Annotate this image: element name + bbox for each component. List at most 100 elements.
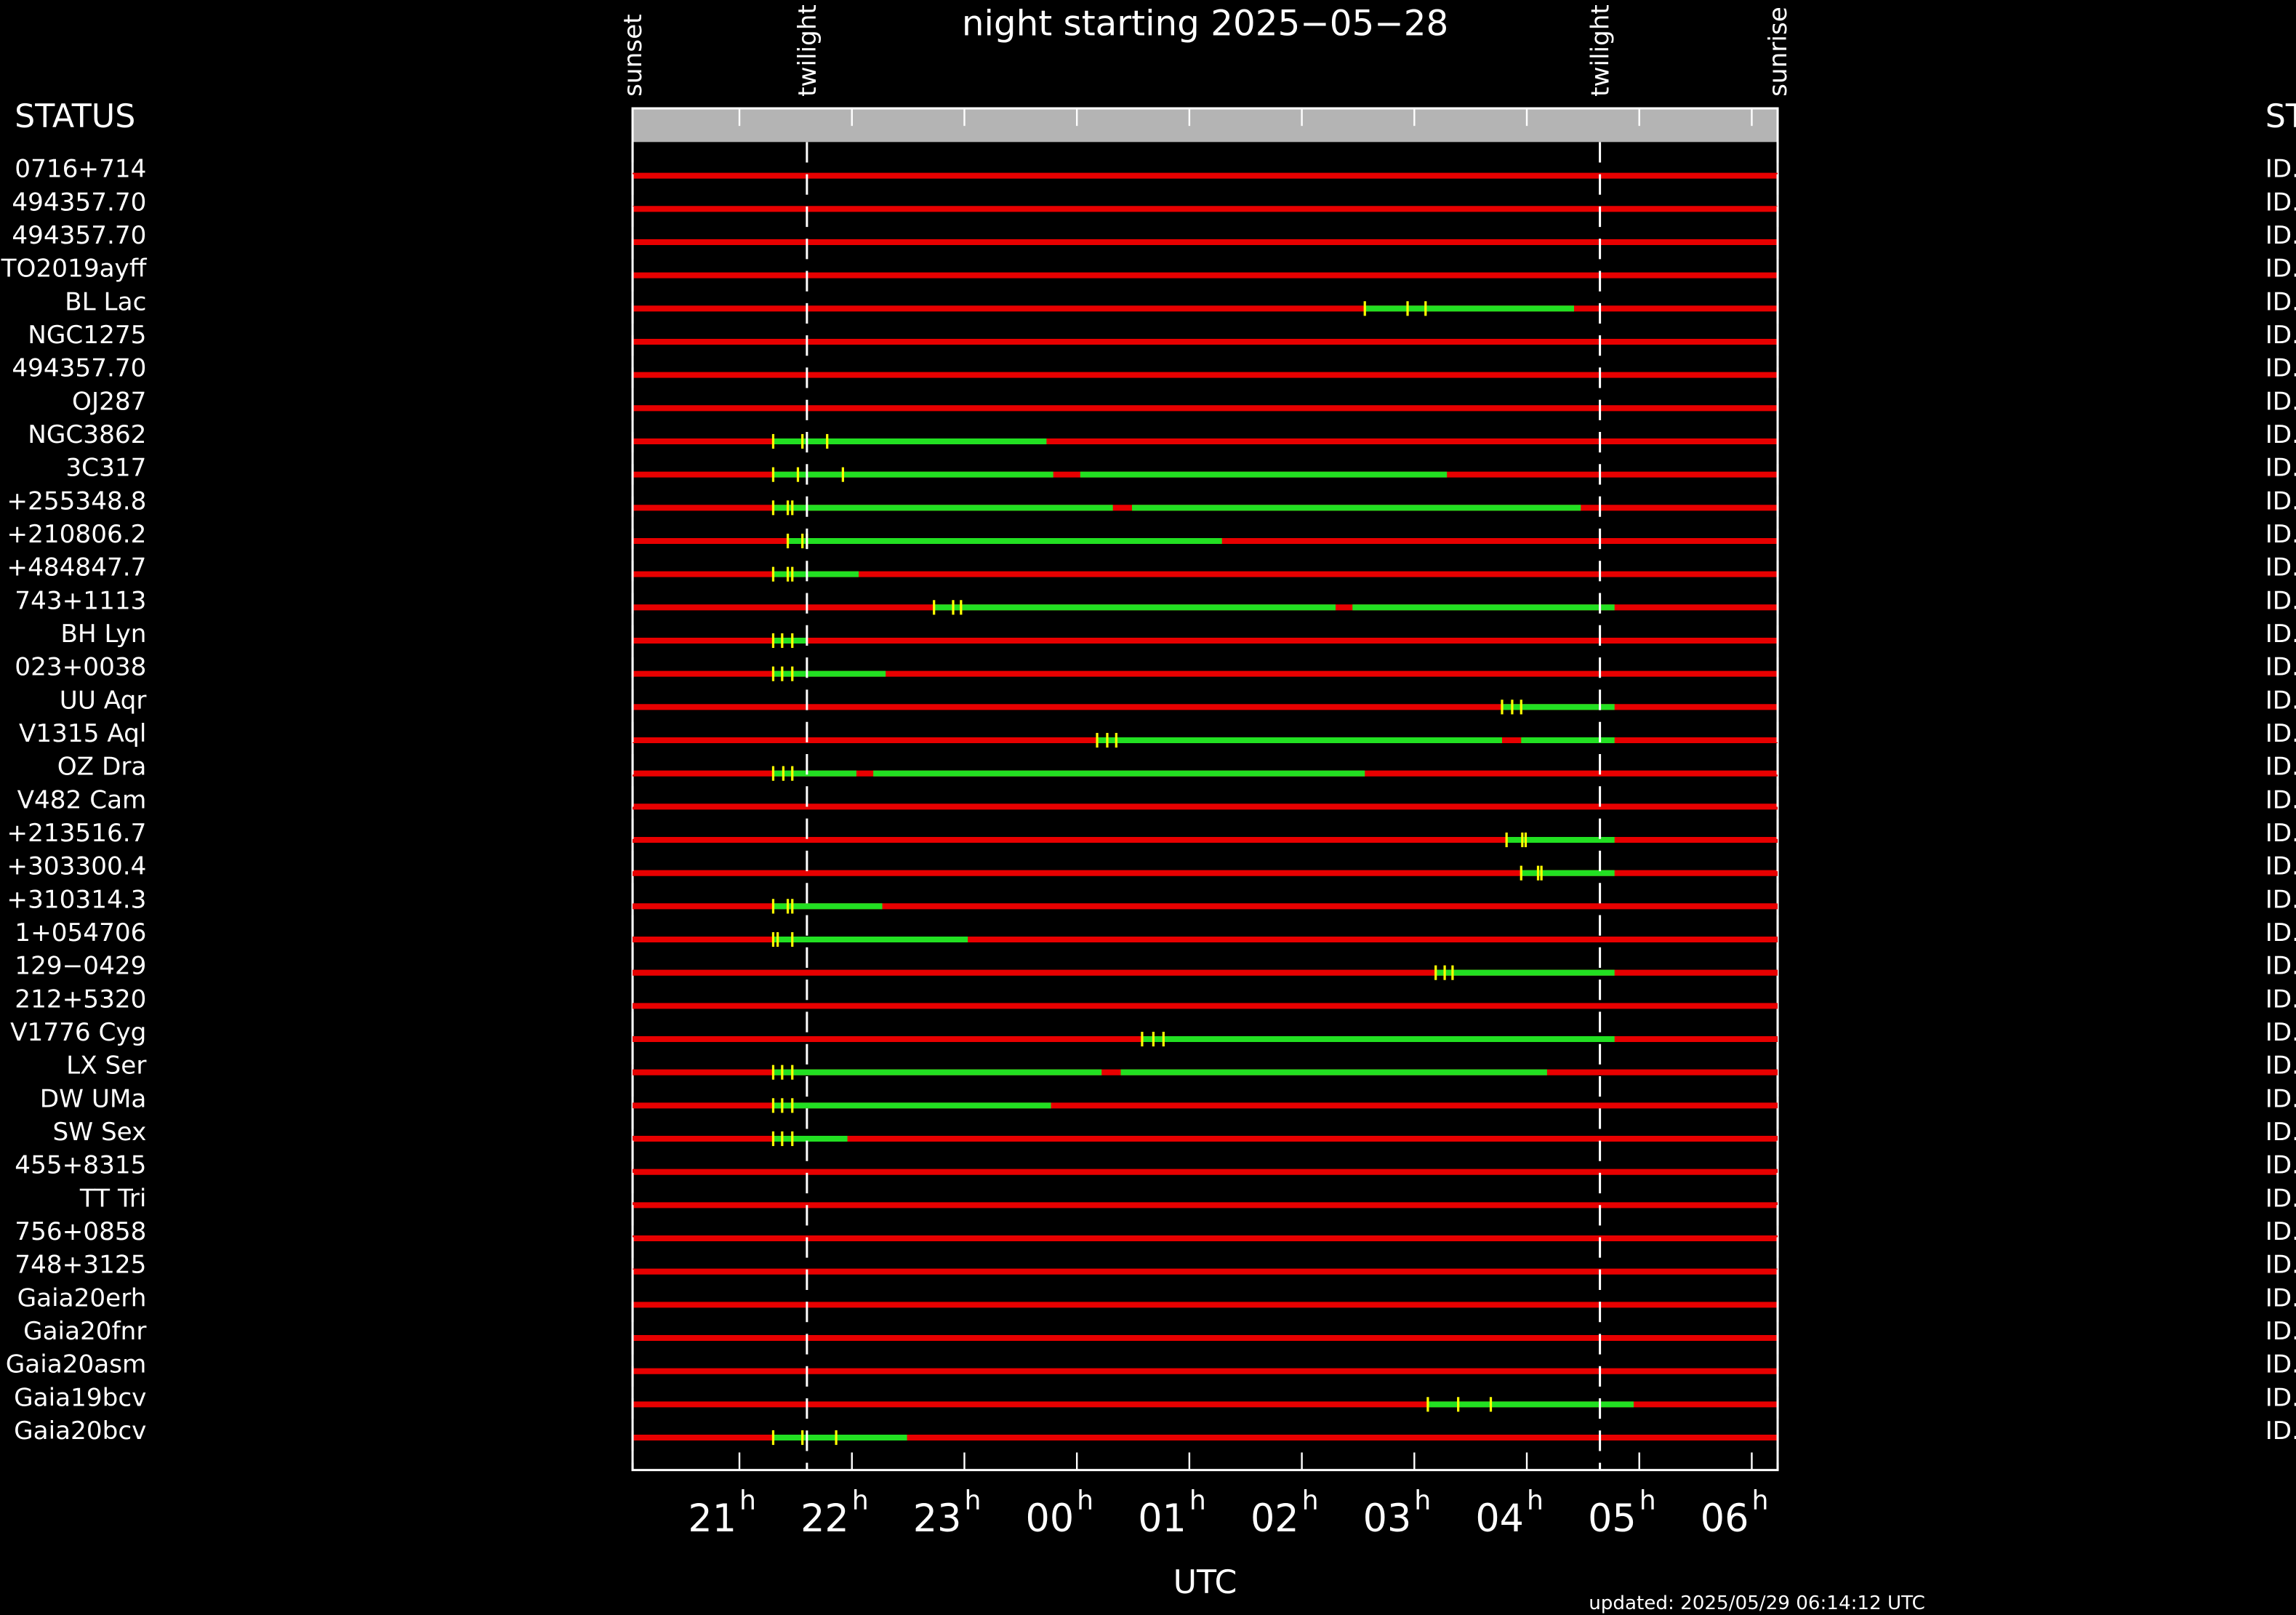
row-status: ID. — [2265, 620, 2296, 649]
x-tick-label: 02 — [1251, 1496, 1299, 1541]
row-name: 756+0858 — [15, 1217, 146, 1246]
x-tick-suffix: h — [1751, 1485, 1768, 1516]
row-name: 494357.70 — [12, 188, 146, 217]
row-name: Gaia20asm — [6, 1350, 147, 1379]
row-name: 748+3125 — [15, 1251, 146, 1280]
row-name: OZ Dra — [57, 753, 147, 782]
row-status: ID. — [2265, 486, 2296, 516]
row-status: ID. — [2265, 985, 2296, 1014]
x-tick-suffix: h — [1639, 1485, 1656, 1516]
x-tick-label: 23 — [913, 1496, 962, 1541]
row-name: V482 Cam — [17, 785, 147, 814]
row-name: Gaia20bcv — [14, 1416, 146, 1446]
row-status: ID. — [2265, 454, 2296, 483]
row-name: LX Ser — [66, 1051, 147, 1081]
right-header: ST — [2265, 98, 2296, 135]
row-status: ID. — [2265, 785, 2296, 814]
row-name: DW UMa — [40, 1084, 147, 1113]
row-status: ID. — [2265, 387, 2296, 416]
row-name: TT Tri — [79, 1184, 147, 1213]
row-status: ID. — [2265, 287, 2296, 316]
row-status: ID. — [2265, 354, 2296, 383]
row-name: 494357.70 — [12, 354, 146, 383]
row-name: V1315 Aql — [19, 719, 146, 748]
row-name: 743+1113 — [15, 586, 146, 615]
row-name: +303300.4 — [7, 852, 146, 881]
row-status: ID. — [2265, 255, 2296, 284]
row-status: ID. — [2265, 686, 2296, 715]
row-status: ID. — [2265, 1018, 2296, 1047]
row-status: ID. — [2265, 1151, 2296, 1180]
row-name: 129−0429 — [15, 952, 146, 981]
x-tick-suffix: h — [1527, 1485, 1544, 1516]
row-name: +213516.7 — [7, 819, 146, 848]
marker-label: sunrise — [1764, 7, 1793, 97]
row-name: NGC1275 — [28, 321, 146, 350]
row-name: NGC3862 — [28, 420, 146, 449]
row-status: ID. — [2265, 155, 2296, 184]
row-status: ID. — [2265, 221, 2296, 250]
row-status: ID. — [2265, 321, 2296, 350]
row-status: ID. — [2265, 719, 2296, 748]
marker-label: twilight — [1586, 4, 1615, 97]
row-status: ID. — [2265, 1383, 2296, 1412]
x-tick-label: 21 — [688, 1496, 736, 1541]
x-tick-label: 04 — [1475, 1496, 1524, 1541]
marker-label: sunset — [619, 14, 648, 96]
row-name: SW Sex — [53, 1118, 147, 1147]
row-name: BL Lac — [65, 287, 146, 316]
row-name: +255348.8 — [7, 486, 146, 516]
row-name: TO2019ayff — [1, 255, 148, 284]
row-name: Gaia20erh — [17, 1283, 147, 1313]
marker-label: twilight — [793, 4, 822, 97]
row-status: ID. — [2265, 753, 2296, 782]
x-tick-label: 00 — [1026, 1496, 1075, 1541]
row-status: ID. — [2265, 852, 2296, 881]
row-name: 212+5320 — [15, 985, 146, 1014]
row-status: ID. — [2265, 1317, 2296, 1346]
x-tick-suffix: h — [1414, 1485, 1431, 1516]
x-tick-suffix: h — [852, 1485, 869, 1516]
x-tick-suffix: h — [1189, 1485, 1206, 1516]
row-name: 3C317 — [65, 454, 146, 483]
row-status: ID. — [2265, 1416, 2296, 1446]
row-status: ID. — [2265, 1251, 2296, 1280]
row-status: ID. — [2265, 1217, 2296, 1246]
x-axis-label: UTC — [1173, 1564, 1237, 1601]
row-name: V1776 Cyg — [10, 1018, 146, 1047]
row-name: 023+0038 — [15, 653, 146, 682]
row-name: 494357.70 — [12, 221, 146, 250]
row-status: ID. — [2265, 952, 2296, 981]
row-name: 455+8315 — [15, 1151, 146, 1180]
row-name: OJ287 — [72, 387, 146, 416]
x-tick-label: 01 — [1138, 1496, 1187, 1541]
row-name: 0716+714 — [15, 155, 146, 184]
row-name: +310314.3 — [7, 885, 146, 914]
row-status: ID. — [2265, 1283, 2296, 1313]
row-status: ID. — [2265, 918, 2296, 947]
row-name: Gaia19bcv — [14, 1383, 146, 1412]
x-tick-suffix: h — [1302, 1485, 1319, 1516]
left-header: STATUS — [15, 98, 135, 135]
footnote: updated: 2025/05/29 06:14:12 UTC — [1589, 1592, 1925, 1614]
row-status: ID. — [2265, 1084, 2296, 1113]
row-status: ID. — [2265, 188, 2296, 217]
row-status: ID. — [2265, 885, 2296, 914]
row-status: ID. — [2265, 520, 2296, 549]
row-status: ID. — [2265, 819, 2296, 848]
x-tick-label: 03 — [1363, 1496, 1412, 1541]
x-tick-suffix: h — [964, 1485, 981, 1516]
row-name: 1+054706 — [15, 918, 146, 947]
x-tick-label: 22 — [800, 1496, 849, 1541]
row-status: ID. — [2265, 1184, 2296, 1213]
x-tick-suffix: h — [1077, 1485, 1093, 1516]
row-name: +484847.7 — [7, 553, 146, 582]
row-status: ID. — [2265, 553, 2296, 582]
row-status: ID. — [2265, 1051, 2296, 1081]
row-name: Gaia20fnr — [23, 1317, 147, 1346]
row-status: ID. — [2265, 420, 2296, 449]
row-status: ID. — [2265, 586, 2296, 615]
x-tick-suffix: h — [739, 1485, 756, 1516]
row-status: ID. — [2265, 1350, 2296, 1379]
